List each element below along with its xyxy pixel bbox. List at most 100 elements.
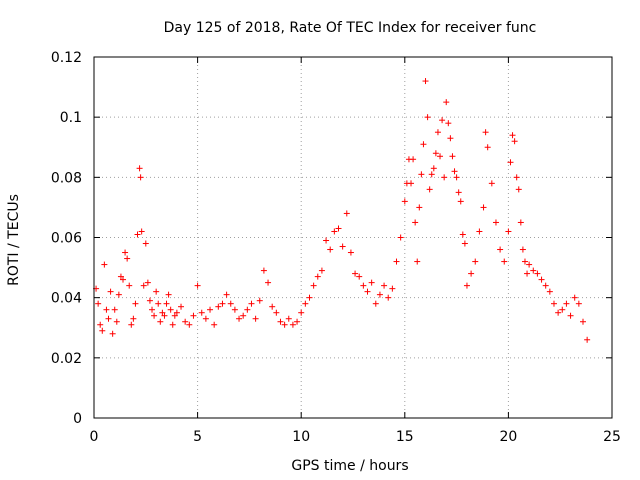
data-point (161, 312, 168, 319)
data-point (252, 315, 259, 322)
data-point (455, 189, 462, 196)
data-point (153, 288, 160, 295)
data-point (236, 315, 243, 322)
data-point (414, 258, 421, 265)
x-tick-label: 0 (90, 429, 99, 445)
data-point (441, 174, 448, 181)
data-point (482, 129, 489, 136)
data-point (401, 198, 408, 205)
chart-title: Day 125 of 2018, Rate Of TEC Index for r… (164, 20, 537, 36)
data-point (109, 330, 116, 337)
data-point (501, 258, 508, 265)
data-point (461, 240, 468, 247)
data-point (476, 228, 483, 235)
data-point (519, 246, 526, 253)
data-point (534, 270, 541, 277)
data-point (335, 225, 342, 232)
data-point (480, 204, 487, 211)
data-point (555, 309, 562, 316)
data-point (376, 291, 383, 298)
data-point (144, 279, 151, 286)
x-tick-labels: 0 5 10 15 20 25 (90, 429, 621, 445)
data-point (306, 294, 313, 301)
x-tick-label: 25 (603, 429, 621, 445)
data-point (137, 174, 144, 181)
data-point (468, 270, 475, 277)
data-point (524, 270, 531, 277)
data-point (231, 306, 238, 313)
y-tick-label: 0.12 (51, 50, 82, 66)
data-point (99, 327, 106, 334)
data-point (273, 309, 280, 316)
data-point (497, 246, 504, 253)
data-point (223, 291, 230, 298)
data-point (430, 165, 437, 172)
x-tick-label: 10 (292, 429, 310, 445)
data-point (492, 219, 499, 226)
y-tick-label: 0.1 (60, 110, 82, 126)
data-point (542, 282, 549, 289)
data-point (122, 249, 129, 256)
data-point (385, 294, 392, 301)
data-point (138, 228, 145, 235)
data-point (314, 273, 321, 280)
data-point (265, 279, 272, 286)
y-tick-label: 0.06 (51, 231, 82, 247)
data-point (285, 315, 292, 322)
data-point (364, 288, 371, 295)
data-point (323, 237, 330, 244)
data-point (416, 204, 423, 211)
y-tick-label: 0.04 (51, 291, 82, 307)
data-point (178, 303, 185, 310)
data-point (420, 141, 427, 148)
data-point (397, 234, 404, 241)
data-point (546, 288, 553, 295)
data-point (515, 186, 522, 193)
data-point (186, 321, 193, 328)
data-point (256, 297, 263, 304)
data-point (126, 282, 133, 289)
data-point (509, 132, 516, 139)
data-point (372, 300, 379, 307)
y-tick-labels: 0 0.02 0.04 0.06 0.08 0.1 0.12 (51, 50, 82, 427)
data-point (443, 99, 450, 106)
data-point (511, 138, 518, 145)
data-point (437, 153, 444, 160)
data-point (107, 288, 114, 295)
data-point (310, 282, 317, 289)
data-point (579, 318, 586, 325)
data-point (149, 306, 156, 313)
data-point (418, 171, 425, 178)
data-point (513, 174, 520, 181)
data-point (215, 303, 222, 310)
data-point (507, 159, 514, 166)
data-point (171, 312, 178, 319)
data-point (124, 255, 131, 262)
data-point (381, 282, 388, 289)
data-point (269, 303, 276, 310)
data-point (517, 219, 524, 226)
data-point (327, 246, 334, 253)
data-point (95, 300, 102, 307)
data-point (343, 210, 350, 217)
data-point (151, 312, 158, 319)
data-point (472, 258, 479, 265)
data-point (240, 312, 247, 319)
data-point (115, 291, 122, 298)
data-point (575, 300, 582, 307)
data-point (331, 228, 338, 235)
data-point (457, 198, 464, 205)
data-point (318, 267, 325, 274)
data-point (434, 129, 441, 136)
data-point (428, 171, 435, 178)
data-points (93, 78, 591, 343)
y-axis-title: ROTI / TECUs (6, 194, 22, 286)
data-point (260, 267, 267, 274)
data-point (360, 282, 367, 289)
data-point (526, 261, 533, 268)
data-point (136, 165, 143, 172)
data-point (207, 306, 214, 313)
data-point (302, 300, 309, 307)
data-point (130, 315, 137, 322)
data-point (505, 228, 512, 235)
